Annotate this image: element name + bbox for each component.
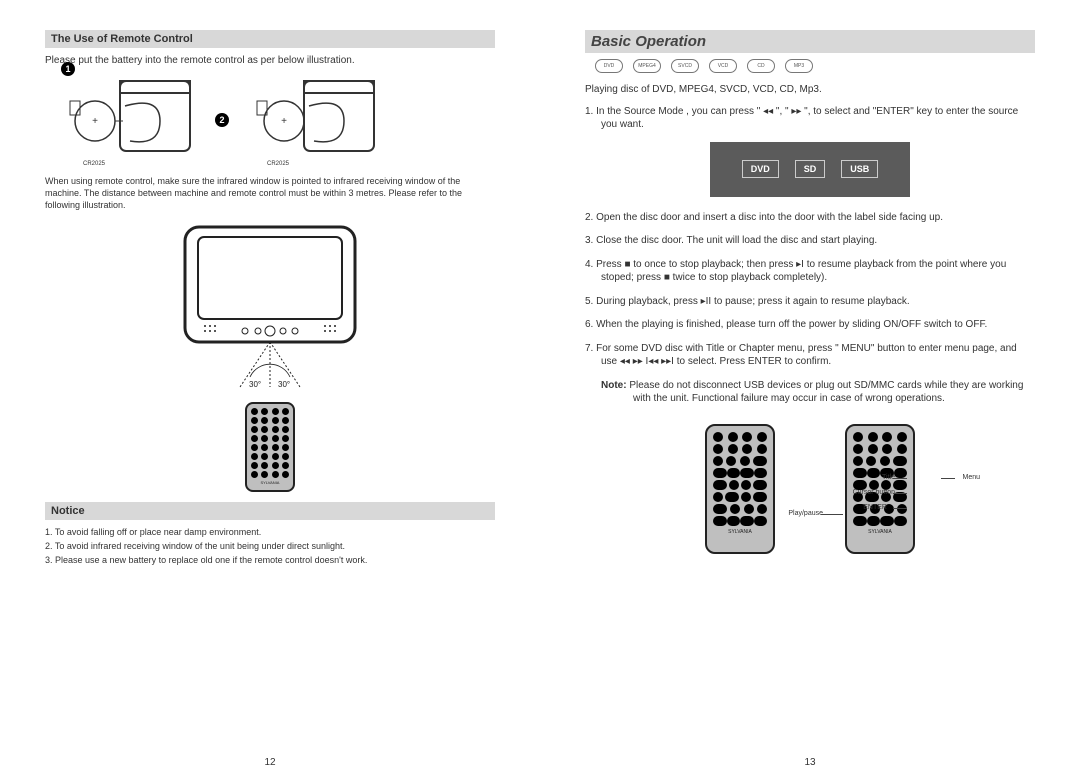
page-left: The Use of Remote Control Please put the…	[0, 0, 540, 778]
svg-text:30°: 30°	[278, 380, 290, 389]
callout-playpause: Play/pause	[773, 510, 823, 517]
svg-text:30°: 30°	[249, 380, 261, 389]
step-number-2: 2	[215, 113, 229, 127]
remote-pair: Play/pause Title Cursor button ENTER Men…	[585, 424, 1035, 554]
battery-label-1: CR2025	[83, 161, 195, 167]
page-number-left: 12	[264, 757, 275, 768]
step-2: 2. Open the disc door and insert a disc …	[601, 211, 1035, 225]
remote-brand-small: SYLVANIA	[251, 480, 289, 484]
tv-illustration: 30° 30° SYLVANIA	[45, 219, 495, 492]
note-block: Note: Please do not disconnect USB devic…	[617, 379, 1035, 406]
step-7: 7. For some DVD disc with Title or Chapt…	[601, 342, 1035, 369]
remote-small: SYLVANIA	[245, 402, 295, 492]
battery-label-2: CR2025	[267, 161, 379, 167]
page-number-right: 13	[804, 757, 815, 768]
ir-instructions: When using remote control, make sure the…	[45, 175, 495, 211]
notice-line-3: 3. Please use a new battery to replace o…	[45, 554, 495, 566]
steps-list-2: 2. Open the disc door and insert a disc …	[585, 211, 1035, 369]
disc-icons-row: DVD MPEG4 SVCD VCD CD MP3	[595, 59, 1035, 73]
remote-brand-left: SYLVANIA	[713, 529, 767, 533]
playing-line: Playing disc of DVD, MPEG4, SVCD, VCD, C…	[585, 83, 1035, 97]
note-label: Note:	[601, 380, 627, 391]
source-option-sd: SD	[795, 160, 826, 178]
step-5: 5. During playback, press ▸II to pause; …	[601, 295, 1035, 309]
tv-diagram: 30° 30°	[150, 219, 390, 399]
step-4: 4. Press ■ to once to stop playback; the…	[601, 258, 1035, 285]
svg-text:+: +	[92, 116, 98, 127]
disc-icon: SVCD	[671, 59, 699, 73]
step-6: 6. When the playing is finished, please …	[601, 318, 1035, 332]
section-title-basic-op: Basic Operation	[585, 30, 1035, 53]
step-1: 1. In the Source Mode , you can press " …	[601, 105, 1035, 132]
callout-menu: Menu	[962, 474, 980, 481]
remote-brand-right: SYLVANIA	[853, 529, 907, 533]
step-3: 3. Close the disc door. The unit will lo…	[601, 234, 1035, 248]
source-mode-box: DVD SD USB	[710, 142, 910, 197]
note-text: Please do not disconnect USB devices or …	[629, 380, 1023, 405]
section-title-remote: The Use of Remote Control	[45, 30, 495, 48]
source-option-dvd: DVD	[742, 160, 779, 178]
steps-list: 1. In the Source Mode , you can press " …	[585, 105, 1035, 132]
page-right: Basic Operation DVD MPEG4 SVCD VCD CD MP…	[540, 0, 1080, 778]
disc-icon: CD	[747, 59, 775, 73]
battery-intro: Please put the battery into the remote c…	[45, 54, 495, 68]
disc-icon: DVD	[595, 59, 623, 73]
battery-illustration: 1 + CR2025 2 + CR2025	[65, 76, 495, 167]
disc-icon: MPEG4	[633, 59, 661, 73]
callout-enter: ENTER	[863, 504, 887, 511]
notice-line-2: 2. To avoid infrared receiving window of…	[45, 540, 495, 552]
battery-diagram-2: +	[249, 76, 379, 156]
battery-step-2: + CR2025	[249, 76, 379, 167]
disc-icon: VCD	[709, 59, 737, 73]
step-number-1: 1	[61, 62, 75, 76]
callout-cursor: Cursor button	[853, 489, 895, 496]
battery-diagram-1: +	[65, 76, 195, 156]
notice-line-1: 1. To avoid falling off or place near da…	[45, 526, 495, 538]
source-option-usb: USB	[841, 160, 878, 178]
battery-step-1: 1 + CR2025	[65, 76, 195, 167]
section-title-notice: Notice	[45, 502, 495, 520]
svg-text:+: +	[281, 116, 287, 127]
disc-icon: MP3	[785, 59, 813, 73]
remote-left: SYLVANIA	[705, 424, 775, 554]
